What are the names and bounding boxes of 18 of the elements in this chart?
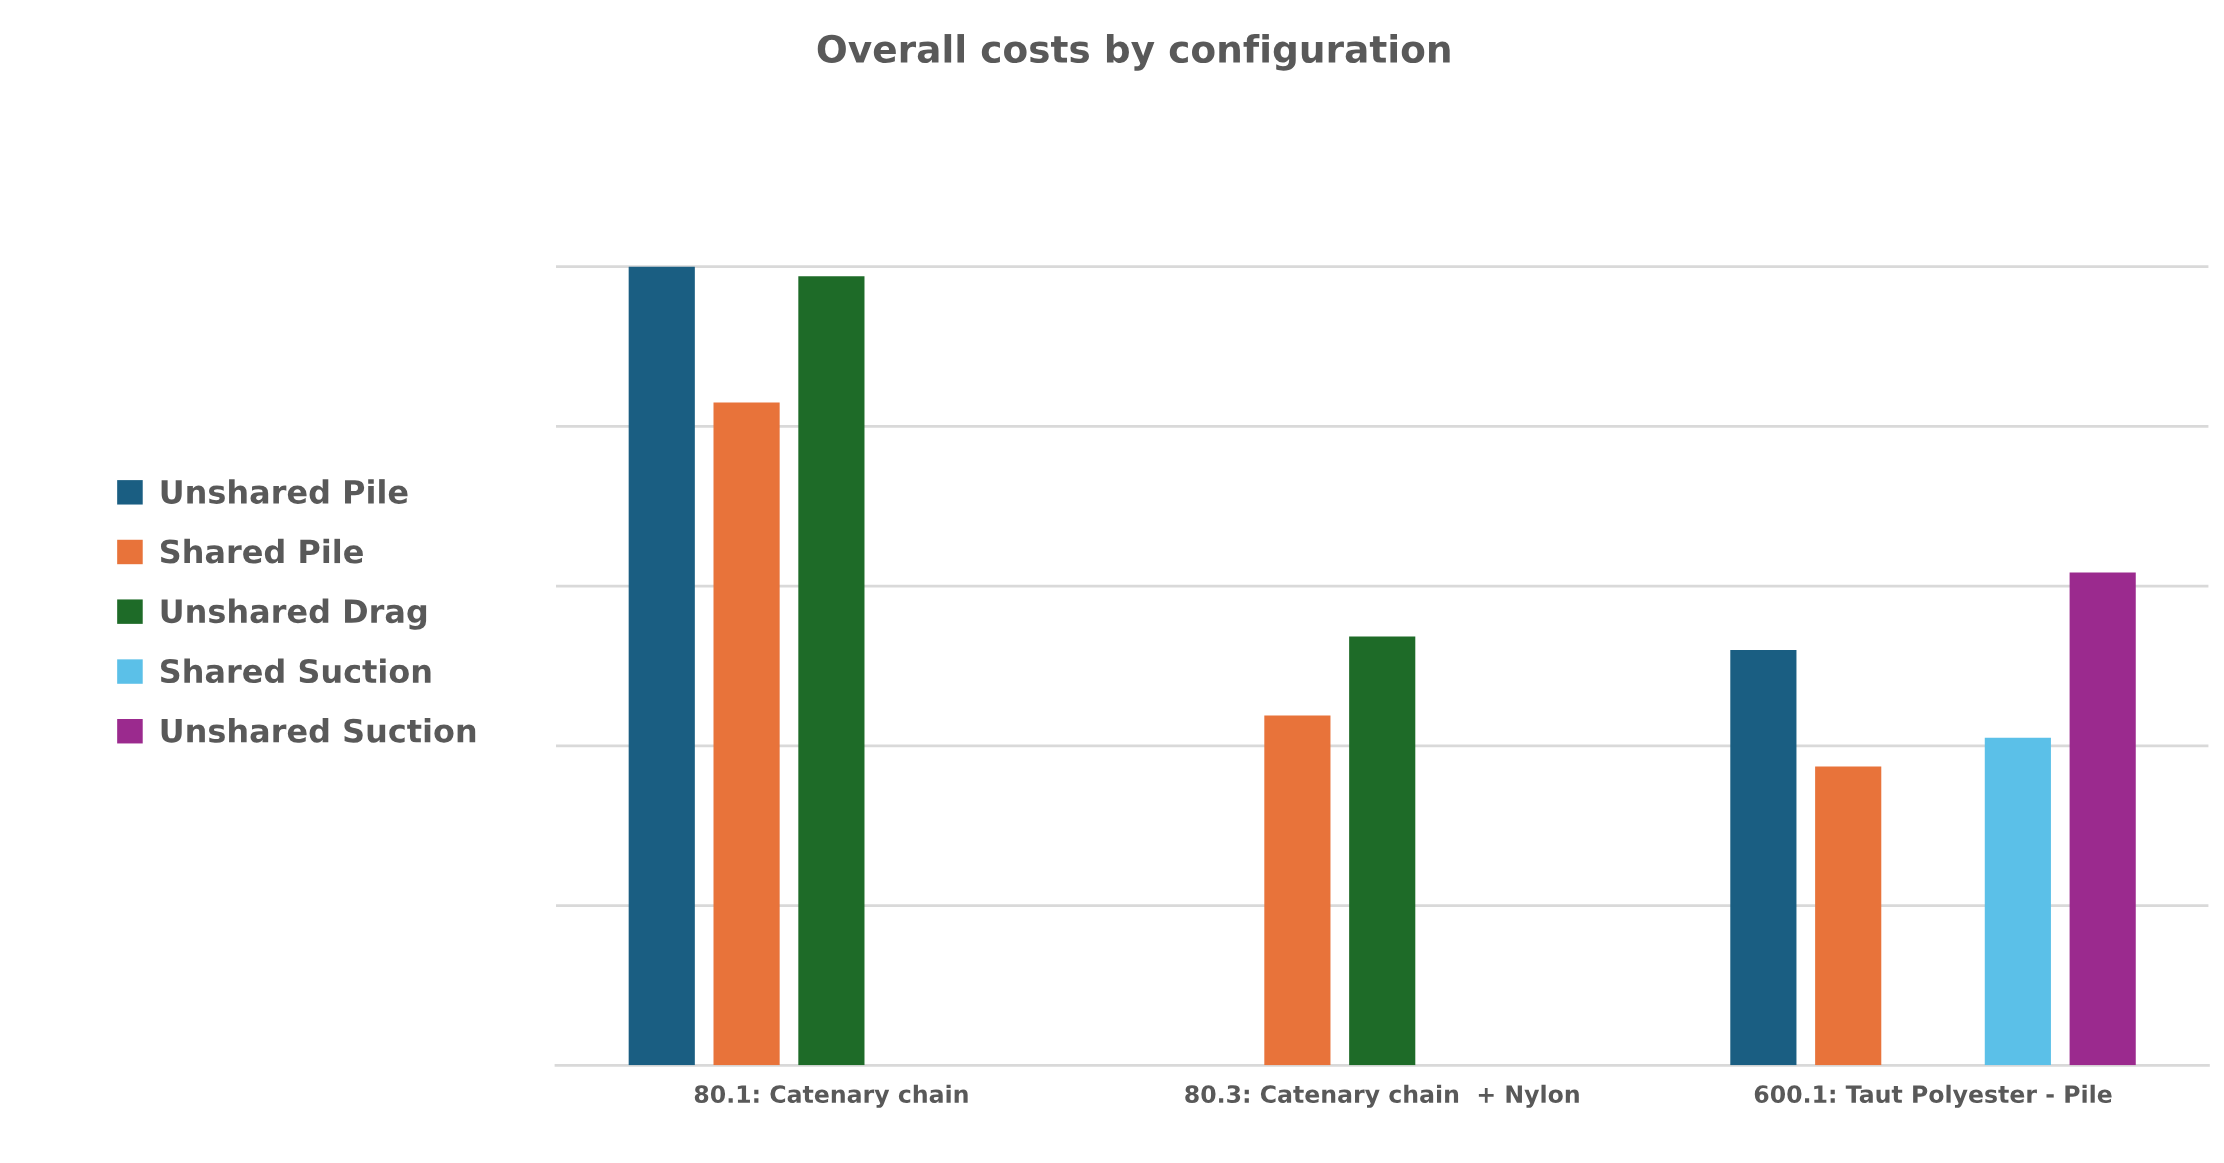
bar: [1349, 636, 1416, 1066]
legend-label: Unshared Drag: [161, 598, 427, 630]
bar: [1815, 766, 1882, 1066]
bar: [628, 266, 695, 1066]
bar: [713, 402, 780, 1066]
legend-label: Unshared Suction: [161, 718, 476, 743]
x-tick-label: 80.3: Catenary chain + Nylon: [1185, 1084, 1579, 1108]
legend-label: Unshared Pile: [161, 479, 408, 504]
chart-title: Overall costs by configuration: [817, 34, 1450, 71]
bar: [2069, 572, 2136, 1066]
x-tick-label: 80.1: Catenary chain: [694, 1084, 968, 1108]
bar: [1264, 715, 1331, 1066]
bar: [798, 276, 865, 1066]
bar: [1984, 737, 2051, 1066]
bar: [1730, 650, 1797, 1066]
legend-label: Shared Suction: [160, 658, 431, 684]
x-tick-label: 600.1: Taut Polyester - Pile: [1754, 1084, 2112, 1108]
legend-label: Shared Pile: [160, 538, 363, 564]
